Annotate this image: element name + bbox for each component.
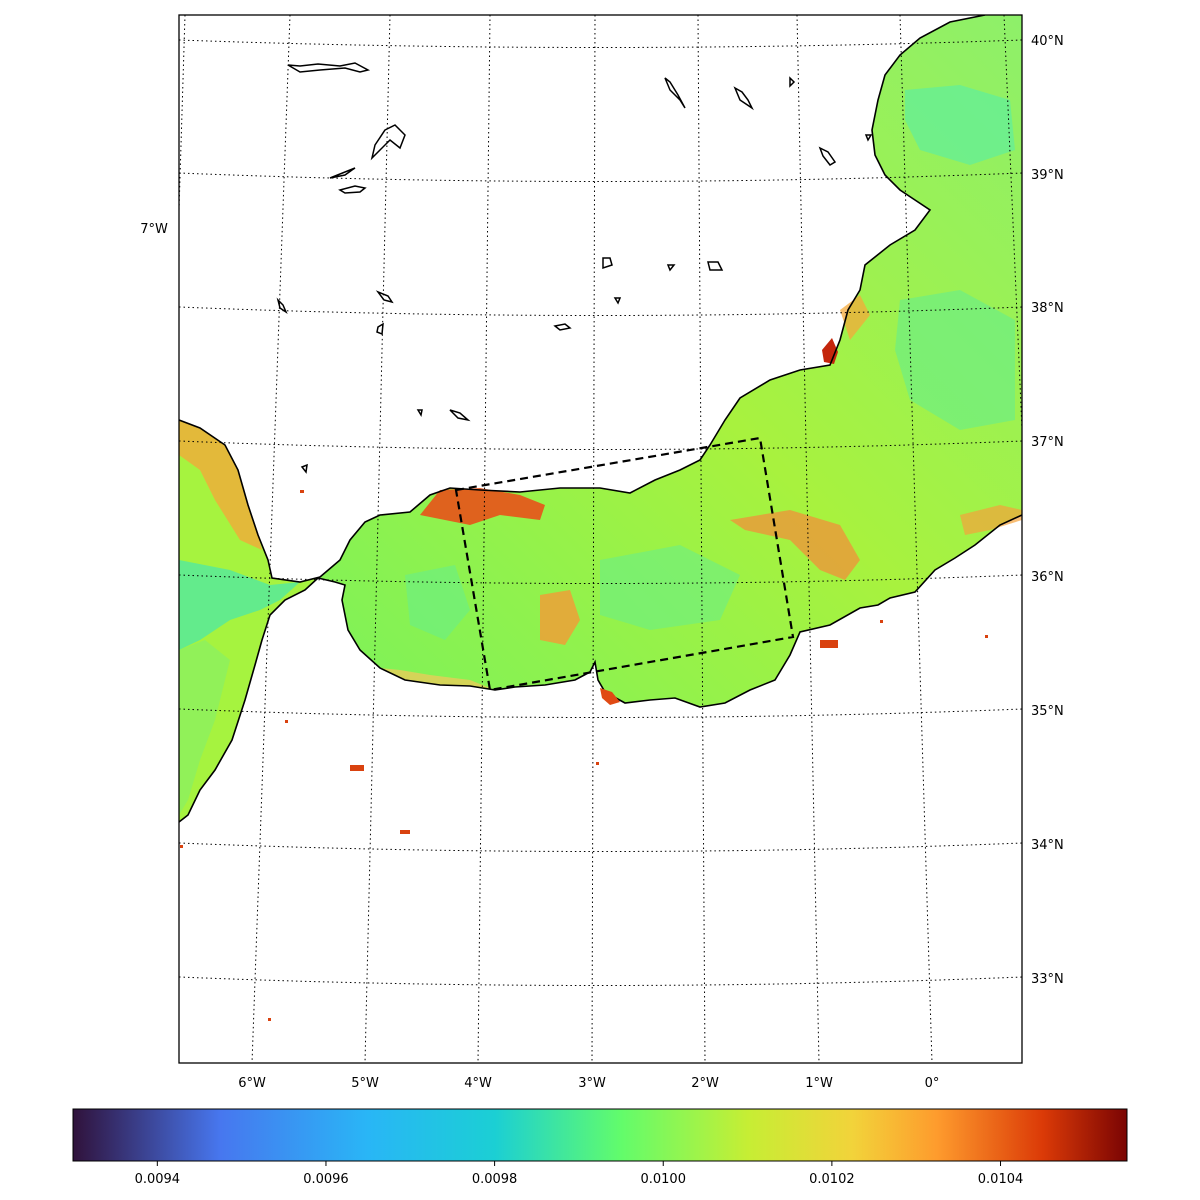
red-coastal-patch-morocco	[600, 688, 620, 705]
african-coastline	[317, 514, 1022, 708]
colorbar-ticks: 0.0094 0.0096 0.0098 0.0100 0.0102 0.0104	[135, 1161, 1024, 1187]
turquoise-patch-west	[405, 565, 470, 640]
orange-patch-valencia-coast	[840, 295, 870, 340]
lat-label: 33°N	[1031, 972, 1064, 987]
orange-plume-north-alboran	[420, 488, 545, 525]
lon-label: 6°W	[238, 1076, 266, 1091]
lat-label: 39°N	[1031, 168, 1064, 183]
turquoise-patch-mid	[600, 545, 740, 630]
lon-label: 3°W	[578, 1076, 606, 1091]
orange-patch-central	[540, 590, 580, 645]
colorbar-bar	[72, 1108, 1128, 1162]
land-noise-pixels	[180, 490, 988, 1021]
colorbar-tick-label: 0.0098	[472, 1172, 518, 1187]
lon-label: 1°W	[805, 1076, 833, 1091]
longitude-labels: 6°W 5°W 4°W 3°W 2°W 1°W 0°	[238, 1076, 939, 1091]
atlantic-southern-band	[179, 640, 230, 815]
orange-patch-east	[730, 510, 860, 580]
inland-water-bodies	[276, 62, 873, 474]
turquoise-patch-east	[895, 290, 1015, 430]
orange-coastal-south	[380, 668, 495, 690]
lon-label: 0°	[925, 1076, 940, 1091]
study-area-box[interactable]	[454, 436, 795, 692]
lat-label: 36°N	[1031, 570, 1064, 585]
colorbar: 0.0094 0.0096 0.0098 0.0100 0.0102 0.0104	[72, 1108, 1128, 1187]
colorbar-tick-label: 0.0100	[640, 1172, 686, 1187]
colorbar-tick-label: 0.0096	[303, 1172, 349, 1187]
lat-label: 38°N	[1031, 301, 1064, 316]
atlantic-turquoise	[179, 560, 300, 650]
red-lagoon	[822, 338, 838, 364]
graticule-longitudes	[179, 15, 1022, 1063]
atlantic-iberia-coastline	[179, 419, 321, 583]
lon-label-west: 7°W	[140, 222, 168, 237]
turquoise-patch-north	[905, 85, 1015, 165]
lat-label: 35°N	[1031, 704, 1064, 719]
lon-label: 2°W	[691, 1076, 719, 1091]
graticule-latitudes	[179, 39, 1022, 986]
lon-label: 4°W	[464, 1076, 492, 1091]
atlantic-coastal-band	[179, 420, 262, 550]
orange-patch-coast-east	[960, 505, 1022, 535]
atlantic-morocco-coastline	[179, 577, 319, 823]
colorbar-tick-label: 0.0094	[135, 1172, 181, 1187]
lat-label: 40°N	[1031, 34, 1064, 49]
map[interactable]	[179, 15, 1022, 1063]
colorbar-tick-label: 0.0102	[809, 1172, 855, 1187]
lon-label: 5°W	[351, 1076, 379, 1091]
iberian-coastline	[319, 15, 986, 578]
latitude-labels: 40°N 39°N 38°N 37°N 36°N 35°N 34°N 33°N	[1031, 34, 1064, 987]
mediterranean-sea	[318, 15, 1022, 707]
colorbar-tick-label: 0.0104	[978, 1172, 1024, 1187]
lat-label: 34°N	[1031, 838, 1064, 853]
lat-label: 37°N	[1031, 435, 1064, 450]
map-frame	[178, 14, 1023, 1064]
